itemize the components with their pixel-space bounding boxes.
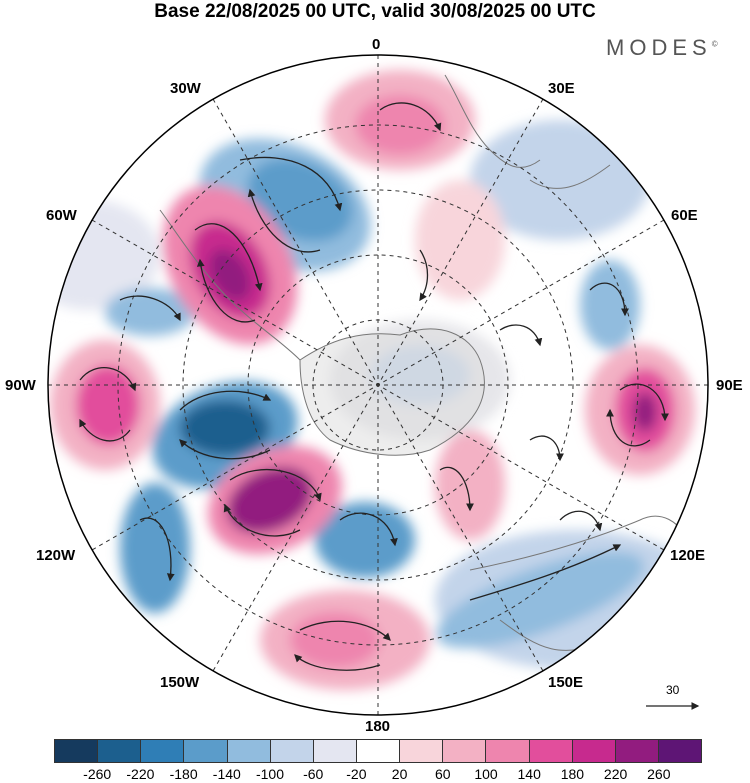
colorbar-tick-label: 180	[560, 766, 585, 782]
anomaly-field	[48, 55, 708, 715]
label-lon-150w: 150W	[160, 674, 200, 691]
colorbar-tick-label: -20	[346, 766, 367, 782]
colorbar-tick-label: -260	[83, 766, 112, 782]
colorbar-swatch	[227, 740, 271, 762]
colorbar-swatch	[313, 740, 357, 762]
colorbar-tick-label: 140	[517, 766, 541, 782]
reference-vector-label: 30	[666, 683, 680, 697]
colorbar-swatch	[184, 740, 228, 762]
label-lon-120w: 120W	[36, 547, 76, 564]
label-lon-120e: 120E	[670, 547, 706, 564]
label-lon-150e: 150E	[548, 674, 584, 691]
colorbar-swatch	[356, 740, 401, 762]
colorbar-tick-label: -140	[212, 766, 241, 782]
colorbar-tick-label: 20	[391, 766, 408, 782]
modes-logo: MODES©	[606, 35, 718, 61]
map-boundary	[47, 54, 709, 716]
colorbar-swatch	[98, 740, 142, 762]
brand-mark: ©	[711, 39, 718, 49]
colorbar-swatch	[572, 740, 616, 762]
label-lon-180: 180	[365, 718, 391, 735]
label-lon-30e: 30E	[548, 80, 575, 97]
colorbar-swatch	[270, 740, 314, 762]
colorbar-swatch	[486, 740, 530, 762]
colorbar-swatch	[141, 740, 185, 762]
colorbar	[54, 739, 702, 763]
colorbar-tick-label: -100	[255, 766, 285, 782]
label-lon-90e: 90E	[716, 377, 743, 394]
label-lon-60e: 60E	[671, 207, 698, 224]
colorbar-swatch	[400, 740, 444, 762]
colorbar-tick-label: 220	[603, 766, 628, 782]
colorbar-swatch	[615, 740, 659, 762]
colorbar-swatch	[529, 740, 573, 762]
brand-text: MODES	[606, 35, 712, 60]
colorbar-tick-label: 260	[647, 766, 671, 782]
colorbar-tick-label: 60	[435, 766, 451, 782]
label-lon-90w: 90W	[5, 377, 36, 394]
colorbar-swatch	[55, 740, 99, 762]
colorbar-swatch	[443, 740, 487, 762]
label-lon-0: 0	[372, 36, 381, 53]
label-lon-30w: 30W	[170, 80, 201, 97]
colorbar-tick-label: 100	[474, 766, 498, 782]
map-title: Base 22/08/2025 00 UTC, valid 30/08/2025…	[154, 1, 596, 22]
label-lon-60w: 60W	[46, 207, 77, 224]
colorbar-swatch	[658, 740, 702, 762]
colorbar-tick-label: -220	[126, 766, 155, 782]
colorbar-tick-label: -180	[169, 766, 198, 782]
colorbar-tick-label: -60	[303, 766, 324, 782]
